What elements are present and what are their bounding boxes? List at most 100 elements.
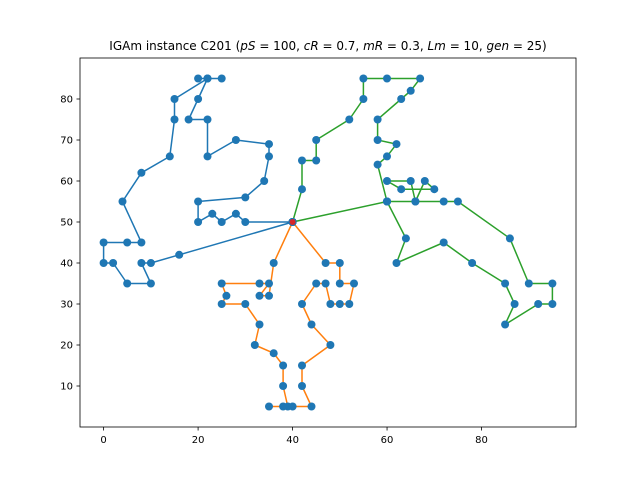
- customer-point: [170, 95, 179, 103]
- customer-point: [260, 177, 269, 185]
- customer-point: [307, 320, 316, 329]
- customer-point: [321, 259, 330, 267]
- customer-point: [420, 177, 429, 185]
- customer-point: [307, 402, 316, 411]
- customer-point: [250, 341, 259, 349]
- customer-point: [194, 95, 203, 103]
- customer-point: [359, 74, 368, 83]
- x-tick-label: 20: [192, 435, 205, 446]
- customer-point: [350, 279, 358, 288]
- customer-point: [335, 279, 344, 288]
- depot-point: [289, 219, 296, 225]
- customer-point: [345, 300, 354, 308]
- customer-point: [501, 279, 510, 288]
- customer-point: [548, 300, 557, 308]
- customer-point: [373, 115, 382, 124]
- y-tick-label: 50: [60, 218, 73, 229]
- customer-point: [359, 95, 368, 103]
- customer-point: [298, 156, 306, 165]
- customer-point: [137, 259, 146, 267]
- customer-point: [326, 341, 335, 349]
- customer-point: [99, 238, 108, 247]
- customer-point: [453, 197, 462, 206]
- customer-point: [406, 177, 415, 185]
- customer-point: [401, 234, 410, 243]
- customer-point: [312, 279, 321, 288]
- y-tick-label: 30: [60, 300, 73, 311]
- customer-point: [241, 300, 250, 308]
- y-tick-label: 20: [60, 341, 73, 352]
- customer-point: [109, 259, 118, 267]
- customer-point: [255, 320, 264, 329]
- x-tick-label: 80: [475, 435, 488, 446]
- customer-point: [406, 86, 415, 95]
- customer-point: [335, 259, 344, 267]
- customer-point: [534, 300, 543, 308]
- x-axis: 0 20 40 60 80: [100, 427, 488, 446]
- customer-point: [505, 234, 514, 243]
- customer-point: [217, 218, 226, 226]
- customer-point: [392, 259, 401, 267]
- customer-point: [137, 168, 146, 177]
- customer-point: [279, 402, 288, 411]
- customer-point: [146, 279, 155, 288]
- customer-point: [222, 291, 231, 300]
- customer-point: [165, 152, 174, 161]
- customer-point: [345, 115, 354, 124]
- customer-point: [298, 185, 306, 194]
- customer-point: [321, 279, 330, 288]
- customer-point: [501, 320, 510, 329]
- customer-point: [231, 136, 240, 144]
- customer-point: [468, 259, 477, 267]
- customer-point: [524, 279, 533, 288]
- x-tick-label: 60: [381, 435, 394, 446]
- customer-point: [265, 291, 273, 300]
- customer-point: [194, 74, 203, 83]
- customer-point: [265, 279, 273, 288]
- customer-point: [279, 382, 288, 390]
- customer-point: [383, 74, 391, 83]
- customer-point: [184, 115, 193, 124]
- customer-point: [383, 197, 391, 206]
- series-markers: [99, 74, 557, 411]
- customer-point: [312, 156, 321, 165]
- plot-area: [99, 74, 557, 411]
- y-tick-label: 10: [60, 382, 73, 393]
- customer-point: [397, 185, 406, 194]
- x-tick-label: 0: [100, 435, 106, 446]
- customer-point: [373, 136, 382, 144]
- customer-point: [118, 197, 127, 206]
- customer-point: [326, 300, 335, 308]
- customer-point: [298, 300, 306, 308]
- customer-point: [510, 300, 519, 308]
- customer-point: [123, 279, 132, 288]
- y-axis: 10 20 30 40 50 60 70 80: [60, 95, 80, 393]
- y-tick-label: 60: [60, 177, 73, 188]
- customer-point: [175, 250, 184, 259]
- customer-point: [312, 136, 321, 144]
- customer-point: [265, 140, 273, 149]
- customer-point: [231, 209, 240, 218]
- customer-point: [123, 238, 132, 247]
- customer-point: [217, 279, 226, 288]
- customer-point: [217, 300, 226, 308]
- chart-title: IGAm instance C201 (pS = 100, cR = 0.7, …: [109, 39, 546, 53]
- customer-point: [194, 197, 203, 206]
- customer-point: [383, 177, 391, 185]
- customer-point: [416, 74, 425, 83]
- customer-point: [439, 238, 448, 247]
- customer-point: [217, 74, 226, 83]
- customer-point: [170, 115, 179, 124]
- customer-point: [397, 95, 406, 103]
- customer-point: [208, 209, 217, 218]
- x-tick-label: 40: [286, 435, 299, 446]
- customer-point: [265, 152, 273, 161]
- customer-point: [203, 74, 212, 83]
- customer-point: [203, 115, 212, 124]
- customer-point: [335, 300, 344, 308]
- customer-point: [269, 259, 278, 267]
- customer-point: [255, 291, 264, 300]
- customer-point: [548, 279, 557, 288]
- y-tick-label: 70: [60, 136, 73, 147]
